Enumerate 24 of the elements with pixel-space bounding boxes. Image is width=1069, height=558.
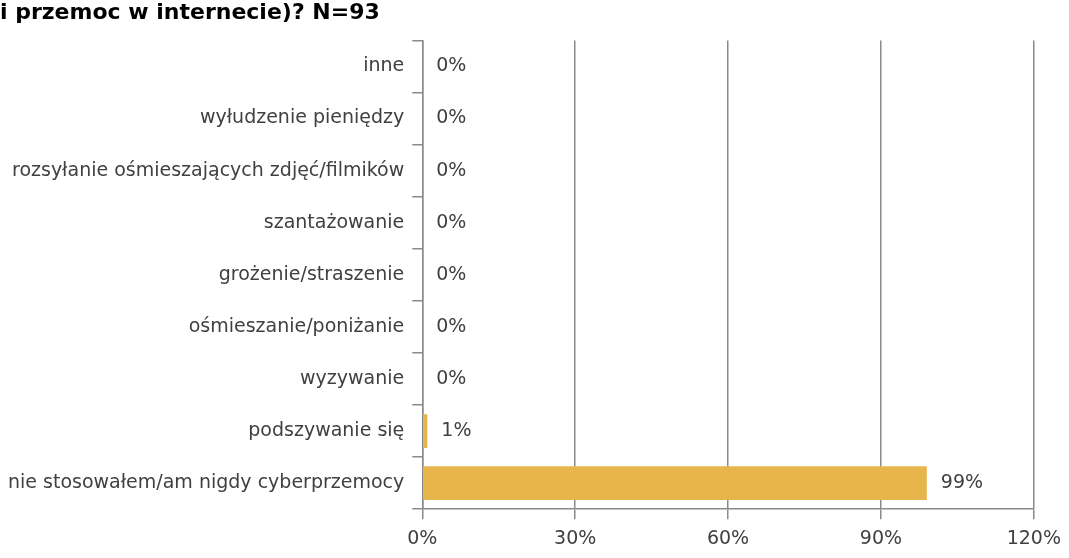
y-tick-label: grożenie/straszenie bbox=[218, 261, 405, 284]
y-tick-label: inne bbox=[363, 53, 405, 76]
y-tick-label: ośmieszanie/poniżanie bbox=[188, 313, 405, 336]
y-tick-label: nie stosowałem/am nigdy cyberprzemocy bbox=[7, 470, 405, 493]
x-tick-label: 30% bbox=[554, 525, 597, 548]
y-tick-label: podszywanie się bbox=[248, 418, 405, 440]
data-label: 0% bbox=[436, 261, 467, 284]
data-label: 0% bbox=[436, 209, 467, 232]
y-tick-label: szantażowanie bbox=[263, 209, 405, 232]
y-tick-label: rozsyłanie ośmieszających zdjęć/filmików bbox=[11, 157, 405, 180]
data-label: 0% bbox=[436, 365, 467, 388]
data-label: 0% bbox=[436, 157, 467, 180]
data-label: 0% bbox=[436, 105, 467, 128]
data-label: 99% bbox=[940, 470, 984, 493]
x-tick-label: 120% bbox=[1006, 525, 1061, 548]
data-label: 0% bbox=[436, 53, 467, 76]
data-label: 1% bbox=[441, 418, 472, 440]
y-tick-label: wyłudzenie pieniędzy bbox=[199, 105, 405, 128]
text: i przemoc w internecie)? N=93 bbox=[0, 0, 380, 24]
x-tick-label: 90% bbox=[859, 525, 903, 548]
data-label: 0% bbox=[436, 313, 467, 336]
y-tick-label: wyzywanie bbox=[300, 365, 405, 388]
x-tick-label: 0% bbox=[407, 525, 438, 548]
x-tick-label: 60% bbox=[706, 525, 750, 548]
